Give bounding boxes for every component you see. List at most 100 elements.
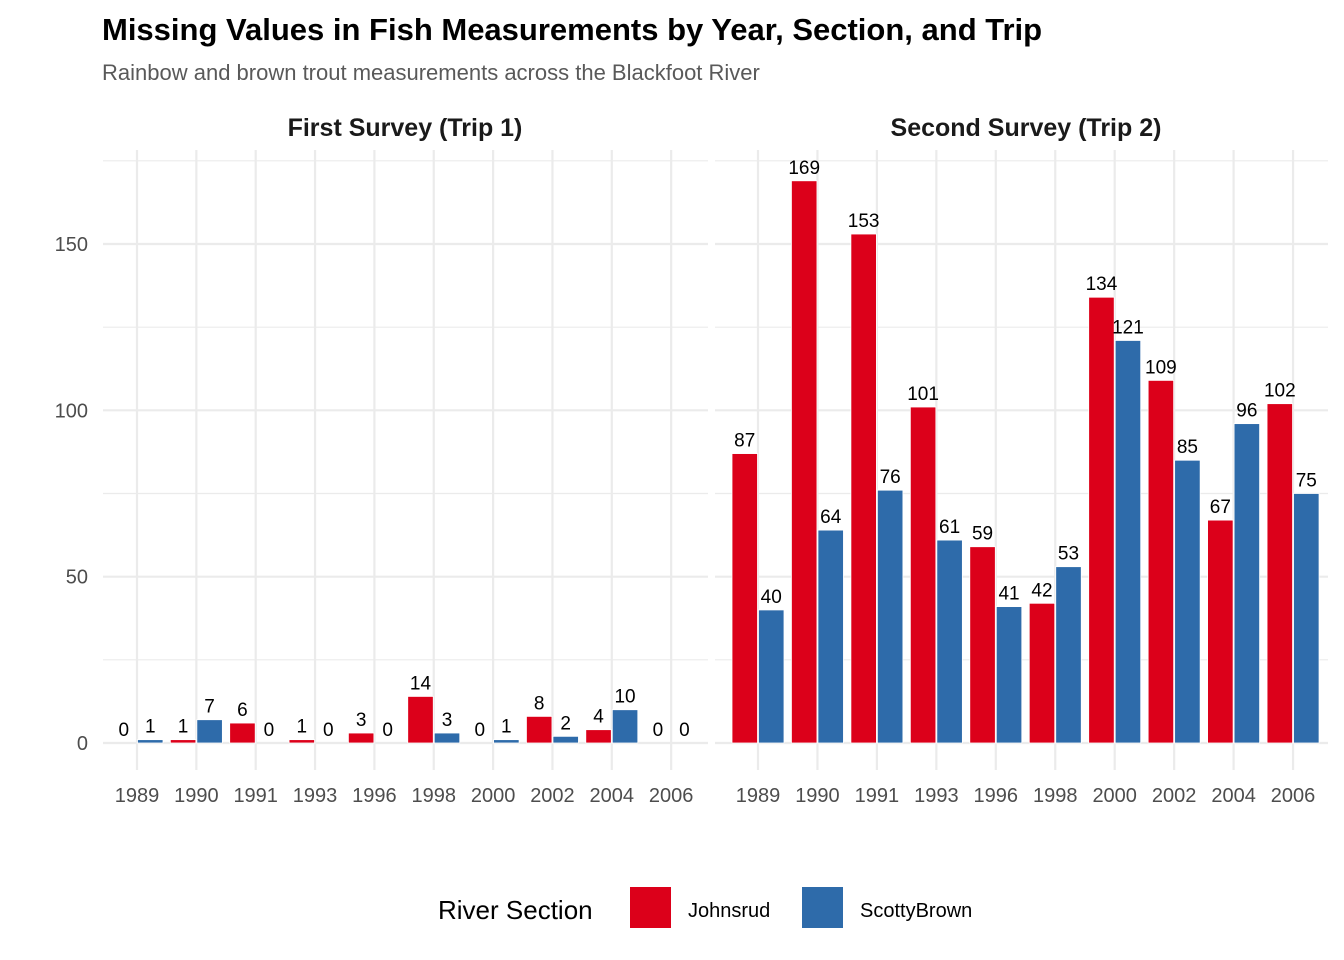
data-label: 10 — [614, 687, 635, 708]
x-tick-label: 1998 — [412, 785, 457, 807]
bar-scottybrown-1990 — [817, 529, 844, 744]
y-tick-label: 150 — [55, 234, 88, 256]
data-label: 14 — [410, 673, 432, 694]
data-label: 0 — [323, 720, 334, 741]
data-label: 61 — [939, 517, 960, 538]
data-label: 1 — [178, 717, 189, 738]
bar-johnsrud-2000 — [1088, 296, 1115, 744]
data-label: 3 — [356, 710, 367, 731]
legend-title: River Section — [438, 895, 593, 925]
data-label: 6 — [237, 700, 248, 721]
x-tick-label: 2000 — [1092, 785, 1137, 807]
legend-label-johnsrud: Johnsrud — [688, 900, 770, 922]
data-label: 121 — [1112, 317, 1144, 338]
bar-scottybrown-2004 — [1233, 423, 1260, 744]
data-label: 109 — [1145, 357, 1177, 378]
y-axis-ticks: 0 50 100 150 — [55, 234, 88, 755]
y-tick-label: 100 — [55, 400, 88, 422]
data-label: 153 — [848, 211, 880, 232]
data-label: 101 — [907, 384, 939, 405]
data-label: 40 — [761, 587, 782, 608]
chart-subtitle: Rainbow and brown trout measurements acr… — [102, 60, 760, 85]
data-label: 96 — [1236, 401, 1257, 422]
data-label: 7 — [204, 697, 215, 718]
x-tick-label: 1991 — [233, 785, 278, 807]
data-label: 76 — [880, 467, 901, 488]
bar-scottybrown-1998 — [433, 732, 461, 744]
legend: River Section Johnsrud ScottyBrown — [438, 887, 972, 928]
data-label: 134 — [1086, 274, 1118, 295]
data-label: 1 — [501, 717, 512, 738]
bar-scottybrown-1996 — [995, 606, 1023, 744]
bar-johnsrud-1993 — [288, 739, 315, 744]
data-label: 0 — [679, 720, 690, 741]
bar-johnsrud-1991 — [229, 722, 256, 744]
x-tick-label: 2002 — [530, 785, 575, 807]
x-tick-label: 1993 — [914, 785, 959, 807]
bar-scottybrown-2002 — [1174, 459, 1201, 744]
bar-johnsrud-2002 — [526, 715, 553, 744]
bar-scottybrown-1989 — [137, 739, 164, 744]
bar-scottybrown-2002 — [552, 735, 579, 744]
bar-johnsrud-1993 — [909, 406, 937, 744]
data-label: 42 — [1031, 580, 1052, 601]
bar-scottybrown-1990 — [196, 719, 223, 744]
data-label: 102 — [1264, 381, 1296, 402]
bar-johnsrud-1990 — [791, 180, 818, 744]
data-label: 53 — [1058, 544, 1079, 565]
bar-johnsrud-1991 — [850, 233, 877, 744]
data-label: 0 — [653, 720, 664, 741]
panel-strip-label: First Survey (Trip 1) — [288, 114, 523, 142]
bar-johnsrud-2006 — [1266, 403, 1293, 744]
data-label: 4 — [593, 707, 604, 728]
x-tick-label: 2004 — [1211, 785, 1256, 807]
bar-scottybrown-2006 — [1293, 493, 1320, 744]
legend-swatch-johnsrud — [630, 887, 671, 928]
bar-johnsrud-1996 — [347, 732, 375, 744]
bar-johnsrud-1990 — [169, 739, 197, 744]
grid — [103, 150, 708, 770]
data-label: 41 — [998, 584, 1019, 605]
bars — [731, 180, 1320, 744]
data-label: 64 — [820, 507, 842, 528]
x-axis-ticks: 1989 1990 1991 1993 1996 1998 2000 2002 2004 2006 — [736, 785, 1316, 807]
x-tick-label: 2006 — [1271, 785, 1316, 807]
x-tick-label: 1989 — [736, 785, 781, 807]
data-label: 85 — [1177, 437, 1198, 458]
data-label: 169 — [788, 158, 820, 179]
x-tick-label: 1998 — [1033, 785, 1078, 807]
data-label: 0 — [475, 720, 486, 741]
bar-scottybrown-1998 — [1055, 566, 1082, 744]
x-tick-label: 1990 — [795, 785, 840, 807]
chart-title: Missing Values in Fish Measurements by Y… — [102, 12, 1042, 47]
data-label: 67 — [1210, 497, 1231, 518]
data-label: 1 — [145, 717, 156, 738]
y-tick-label: 0 — [77, 733, 88, 755]
data-label: 0 — [382, 720, 393, 741]
x-tick-label: 1996 — [352, 785, 397, 807]
bar-johnsrud-1989 — [731, 453, 758, 744]
data-label: 8 — [534, 693, 545, 714]
data-labels: 87 169 153 101 59 42 134 109 67 102 40 64 76 61 41 53 12… — [734, 158, 1317, 608]
bar-scottybrown-1991 — [877, 489, 904, 744]
bar-scottybrown-1989 — [758, 609, 785, 744]
data-label: 1 — [297, 717, 308, 738]
x-tick-label: 1989 — [115, 785, 160, 807]
x-tick-label: 1991 — [855, 785, 900, 807]
x-tick-label: 1996 — [974, 785, 1019, 807]
bar-scottybrown-2004 — [611, 709, 639, 744]
data-label: 0 — [264, 720, 275, 741]
panel-strip-label: Second Survey (Trip 2) — [891, 114, 1162, 142]
bar-johnsrud-2002 — [1147, 379, 1175, 744]
bar-johnsrud-1998 — [1028, 602, 1056, 744]
bar-scottybrown-2000 — [1114, 340, 1142, 744]
panel-second-survey: Second Survey (Trip 2) 87 169 153 101 59 42 13… — [715, 114, 1328, 807]
legend-label-scottybrown: ScottyBrown — [860, 900, 972, 922]
bar-scottybrown-2000 — [493, 739, 520, 744]
data-label: 0 — [118, 720, 129, 741]
data-label: 3 — [442, 710, 453, 731]
x-axis-ticks: 1989 1990 1991 1993 1996 1998 2000 2002 2004 2006 — [115, 785, 694, 807]
